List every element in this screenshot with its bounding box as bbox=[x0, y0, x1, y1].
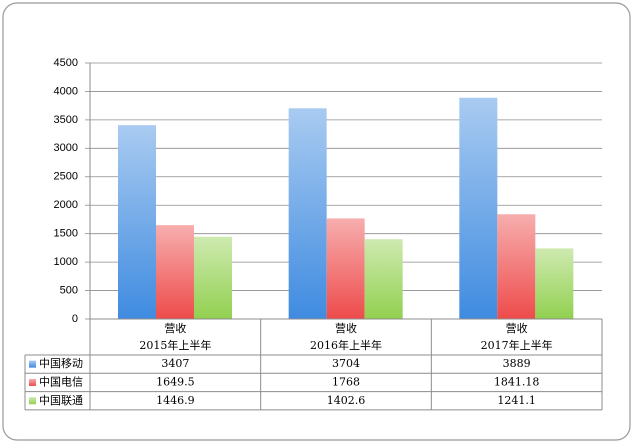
bar bbox=[459, 97, 498, 319]
legend-label: 中国电信 bbox=[39, 375, 83, 388]
x-tick-label: 营收 bbox=[506, 321, 528, 335]
x-tick-label: 2016年上半年 bbox=[310, 338, 382, 352]
legend-key bbox=[29, 397, 36, 405]
y-tick-label: 0 bbox=[72, 313, 78, 325]
x-tick-label: 2015年上半年 bbox=[139, 338, 211, 352]
y-tick-label: 3500 bbox=[54, 114, 78, 126]
bar bbox=[156, 225, 194, 319]
y-tick-label: 3000 bbox=[54, 142, 78, 154]
table-value: 3704 bbox=[332, 357, 360, 370]
bar bbox=[326, 218, 365, 319]
table-value: 3407 bbox=[161, 357, 189, 370]
table-value: 3889 bbox=[503, 357, 531, 370]
table-value: 1446.9 bbox=[156, 394, 195, 407]
legend-label: 中国移动 bbox=[39, 357, 83, 370]
table-value: 1841.18 bbox=[494, 375, 540, 388]
legend-label: 中国联通 bbox=[39, 394, 83, 407]
bar bbox=[364, 239, 403, 319]
table-value: 1768 bbox=[332, 375, 360, 388]
table-value: 1402.6 bbox=[327, 394, 366, 407]
bar bbox=[288, 108, 327, 319]
bar bbox=[535, 248, 574, 319]
y-tick-label: 500 bbox=[60, 284, 78, 296]
y-tick-label: 2000 bbox=[54, 199, 78, 211]
legend-key bbox=[29, 378, 36, 386]
y-tick-label: 1500 bbox=[54, 228, 78, 240]
legend-key bbox=[29, 360, 36, 368]
y-tick-label: 2500 bbox=[54, 171, 78, 183]
bar bbox=[497, 214, 536, 319]
bar bbox=[194, 236, 232, 319]
y-tick-label: 4500 bbox=[54, 57, 78, 69]
table-value: 1241.1 bbox=[497, 394, 536, 407]
table-value: 1649.5 bbox=[156, 375, 195, 388]
y-tick-label: 4000 bbox=[54, 85, 78, 97]
bar bbox=[118, 125, 156, 319]
x-tick-label: 2017年上半年 bbox=[481, 338, 553, 352]
x-tick-label: 营收 bbox=[164, 321, 186, 335]
y-tick-label: 1000 bbox=[54, 256, 78, 268]
x-tick-label: 营收 bbox=[335, 321, 357, 335]
